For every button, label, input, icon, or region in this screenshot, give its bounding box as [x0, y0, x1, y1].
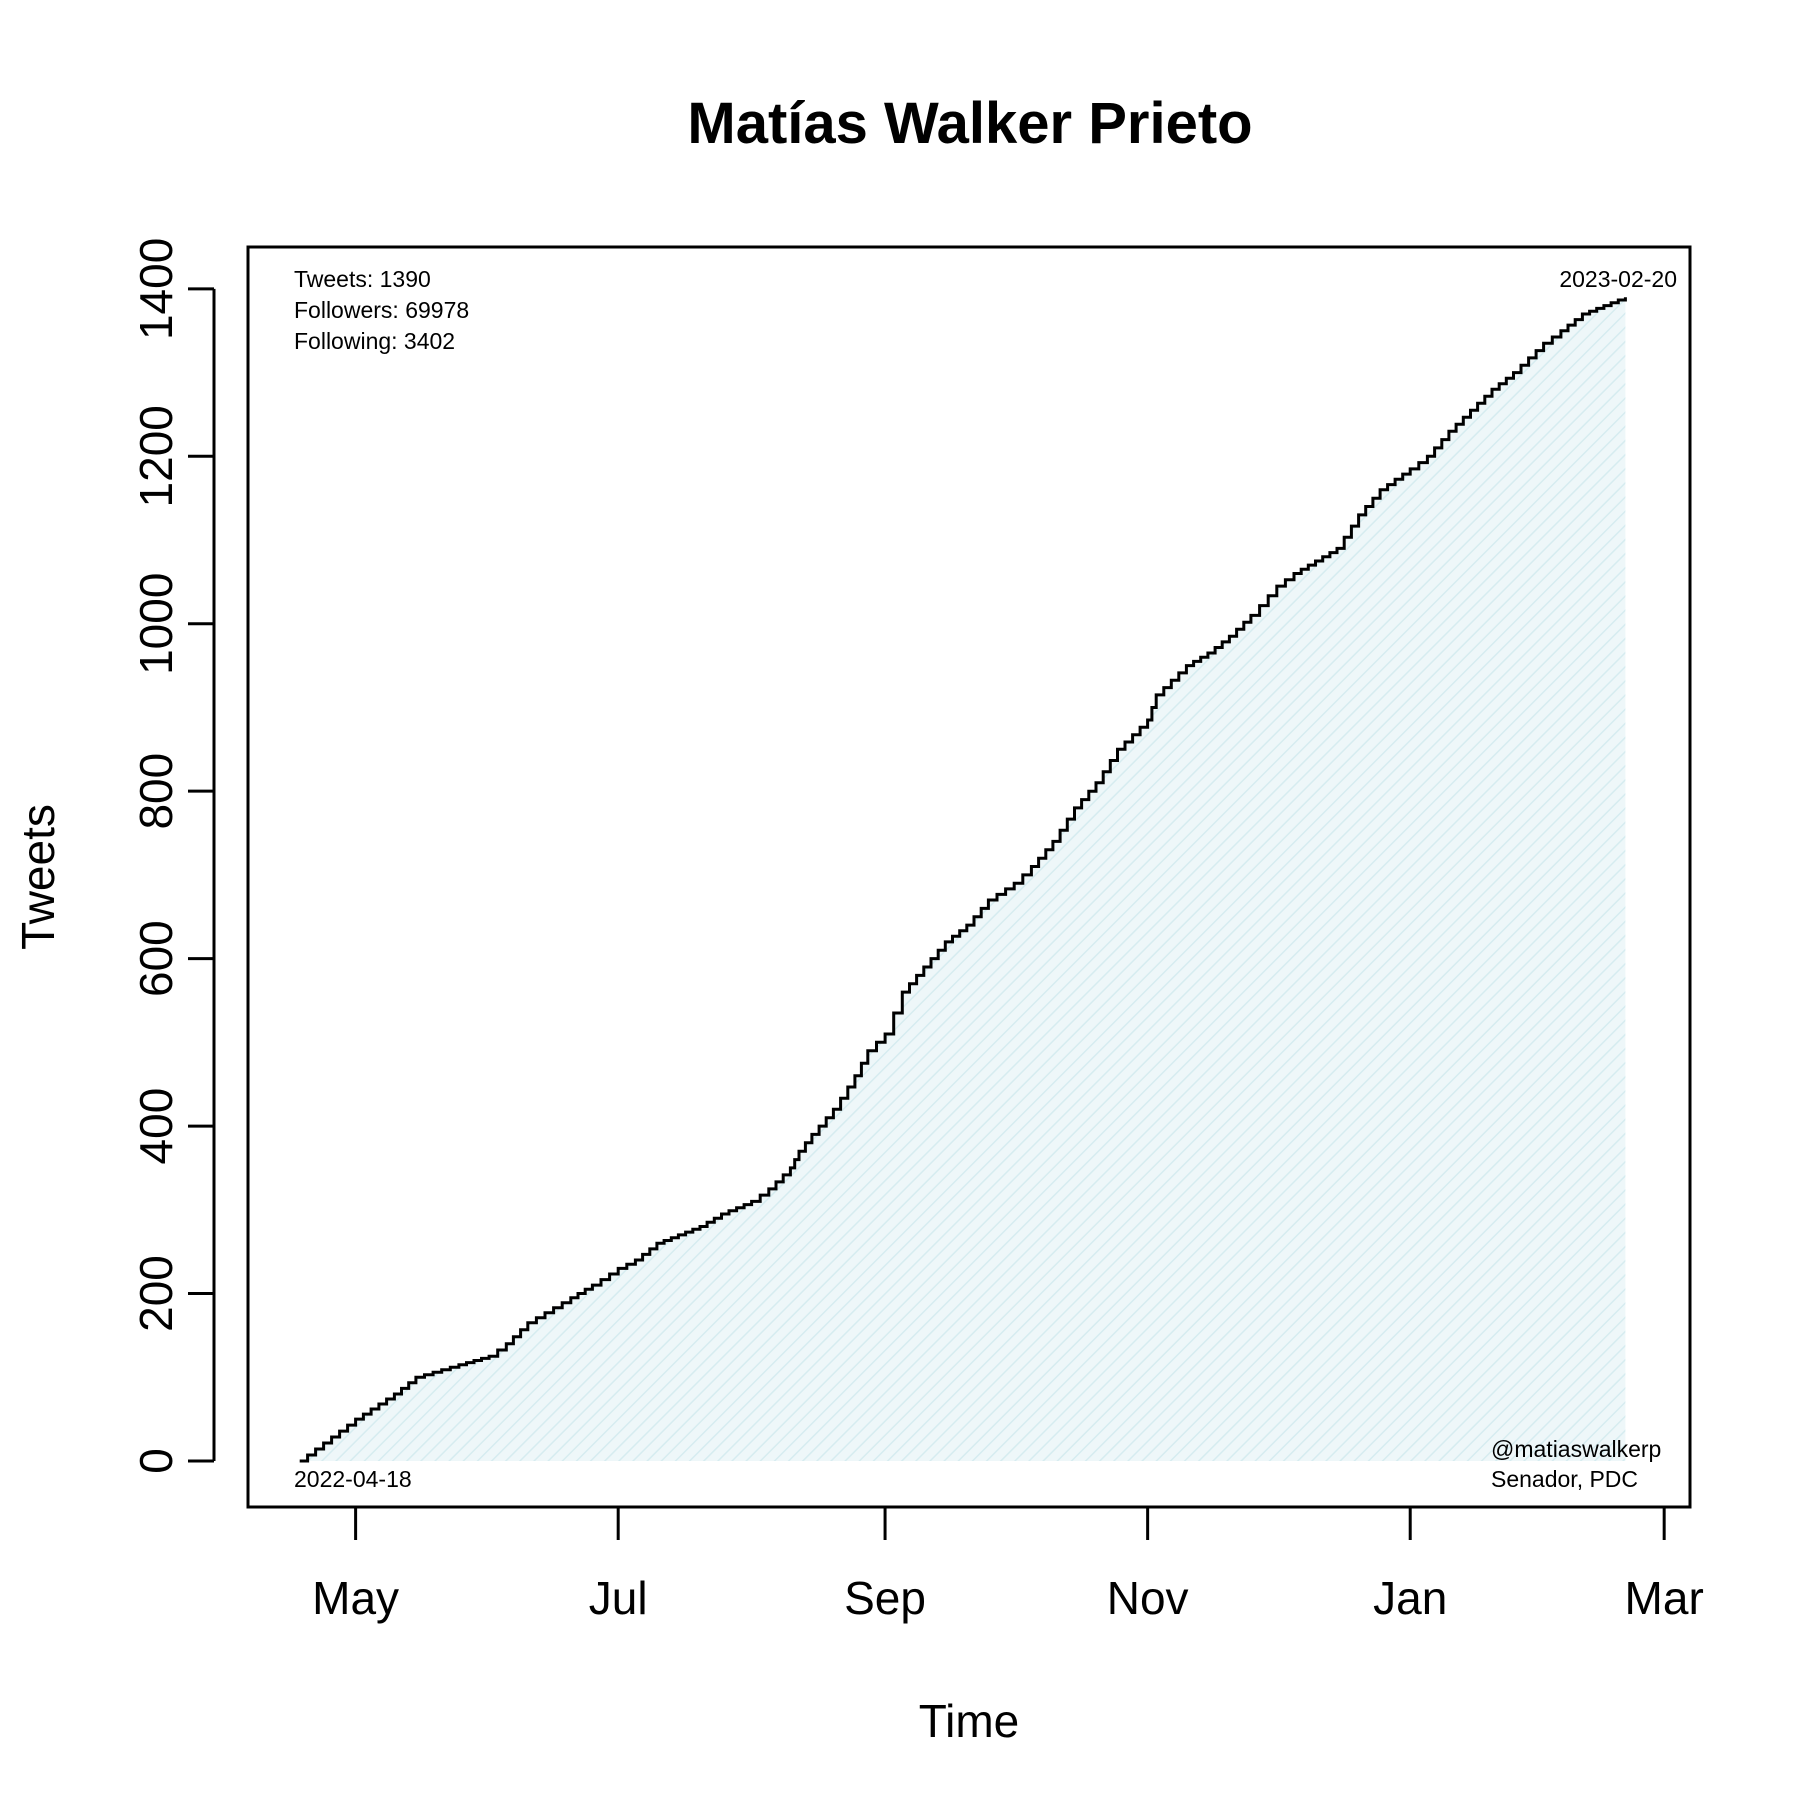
plot-area: [246, 245, 1692, 1509]
stat-tweets: Tweets: 1390: [294, 266, 431, 292]
y-axis: 0 200 400 600 800 1000 1200 1400: [130, 238, 216, 1474]
role-label: Senador, PDC: [1491, 1466, 1638, 1492]
x-tick-label-may: May: [312, 1572, 399, 1624]
chart-title: Matías Walker Prieto: [687, 91, 1252, 156]
y-axis-label: Tweets: [12, 804, 64, 950]
x-axis-label: Time: [919, 1695, 1020, 1747]
x-tick-label-mar: Mar: [1625, 1572, 1704, 1624]
y-tick-label-400: 400: [130, 1088, 182, 1165]
x-tick-label-sep: Sep: [844, 1572, 926, 1624]
y-tick-label-600: 600: [130, 920, 182, 997]
series-line: [299, 297, 1627, 1463]
y-tick-label-1200: 1200: [130, 405, 182, 507]
stat-following: Following: 3402: [294, 328, 455, 354]
area-fill: [299, 297, 1626, 1462]
y-tick-label-1000: 1000: [130, 573, 182, 675]
x-tick-label-jul: Jul: [589, 1572, 648, 1624]
stats-annotation: Tweets: 1390 Followers: 69978 Following:…: [294, 266, 469, 354]
y-tick-label-1400: 1400: [130, 238, 182, 340]
start-date-label: 2022-04-18: [294, 1466, 412, 1492]
y-tick-label-0: 0: [130, 1448, 182, 1474]
stat-followers: Followers: 69978: [294, 297, 469, 323]
x-tick-label-nov: Nov: [1107, 1572, 1189, 1624]
handle-label: @matiaswalkerp: [1491, 1436, 1661, 1462]
y-tick-label-200: 200: [130, 1255, 182, 1332]
end-date-label: 2023-02-20: [1559, 266, 1677, 292]
x-tick-label-jan: Jan: [1373, 1572, 1447, 1624]
x-axis: May Jul Sep Nov Jan Mar: [312, 1505, 1704, 1624]
y-tick-label-800: 800: [130, 753, 182, 830]
